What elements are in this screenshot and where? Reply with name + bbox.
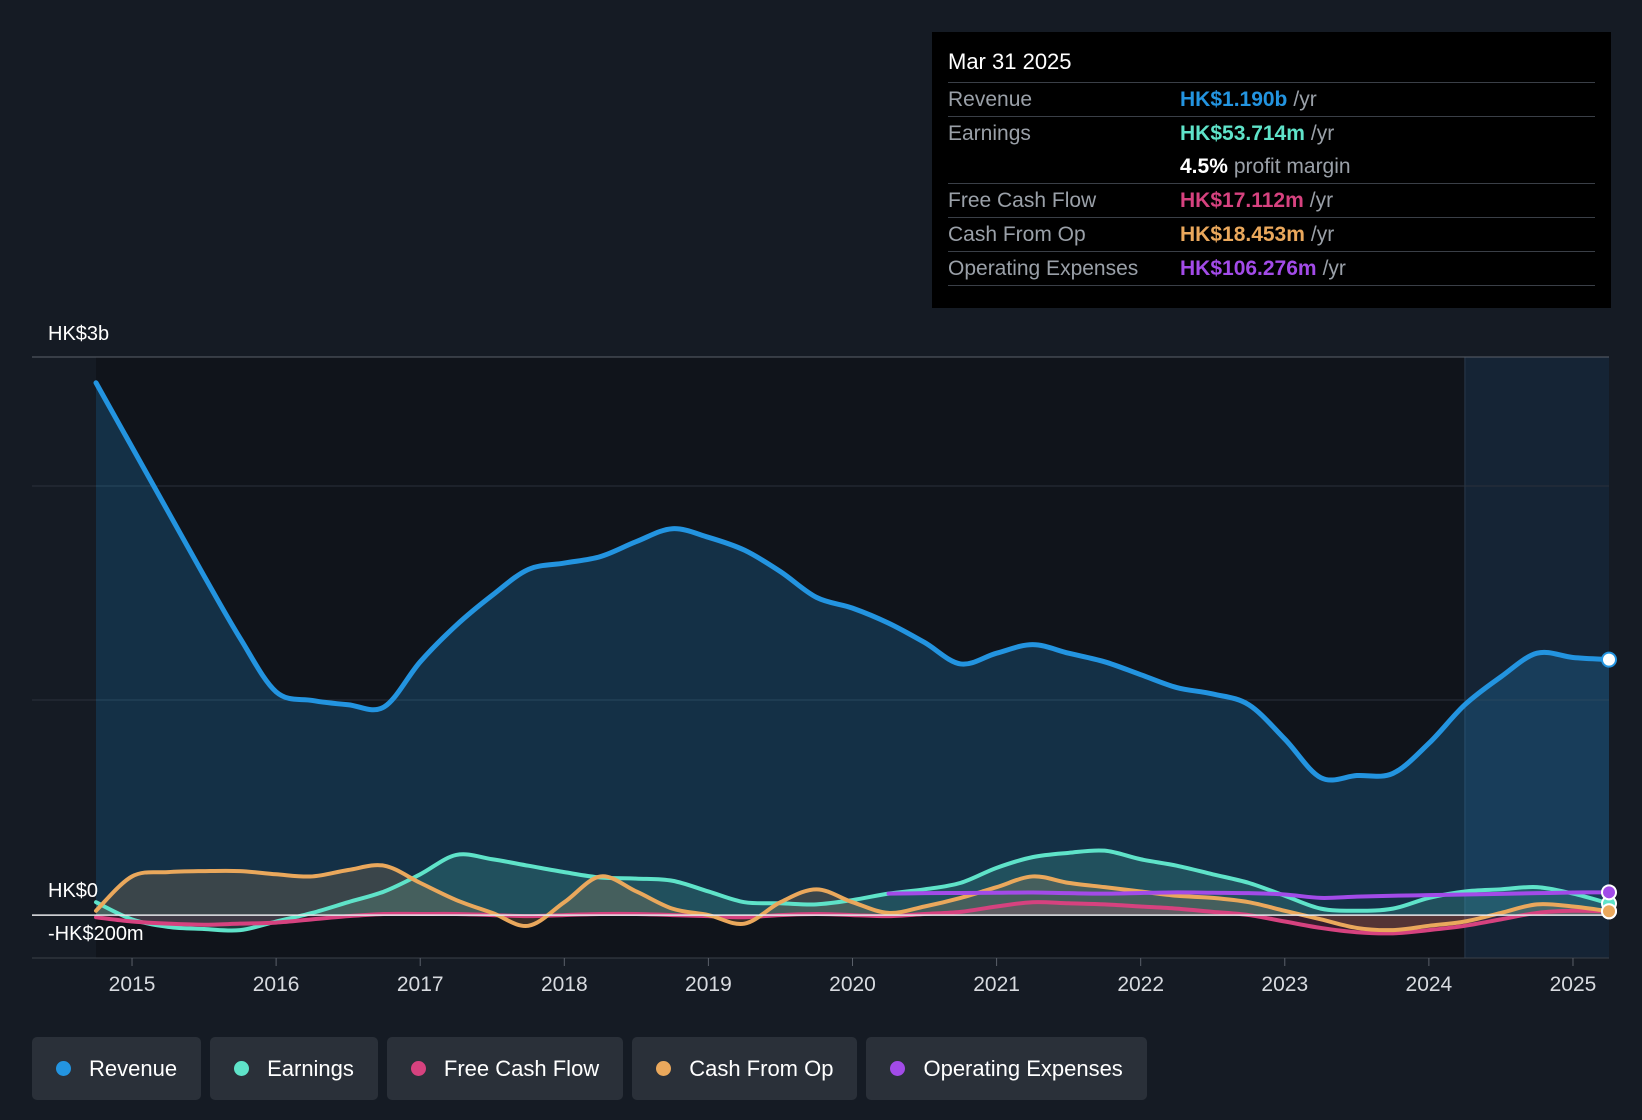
legend-item-free-cash-flow[interactable]: Free Cash Flow xyxy=(386,1037,624,1100)
legend-label: Cash From Op xyxy=(689,1055,834,1081)
tooltip-row-name: Cash From Op xyxy=(948,222,1086,246)
legend-item-operating-expenses[interactable]: Operating Expenses xyxy=(866,1037,1147,1100)
x-tick-label: 2017 xyxy=(397,973,444,996)
y-label-top: HK$3b xyxy=(48,323,109,345)
y-label-zero: HK$0 xyxy=(48,880,98,902)
x-tick-label: 2015 xyxy=(109,973,156,996)
legend-item-earnings[interactable]: Earnings xyxy=(210,1037,378,1100)
cash-from-op-endpoint xyxy=(1601,903,1617,920)
legend-label: Free Cash Flow xyxy=(443,1055,600,1081)
tooltip-row: Cash From Op HK$18.453m/yr xyxy=(948,218,1595,252)
legend-label: Operating Expenses xyxy=(923,1055,1123,1081)
tooltip-rows: Revenue HK$1.190b/yr Earnings HK$53.714m/yr… xyxy=(948,83,1595,286)
tooltip-row-value: HK$1.190b xyxy=(1180,87,1288,111)
earnings-line xyxy=(94,848,1611,933)
tooltip-row-unit: /yr xyxy=(1293,87,1317,111)
tooltip-row-name: Free Cash Flow xyxy=(948,188,1097,212)
revenue-endpoint xyxy=(1601,651,1617,668)
tooltip-row-unit: /yr xyxy=(1310,121,1335,145)
operating-expenses-endpoint xyxy=(1601,884,1617,901)
tooltip-row-unit: /yr xyxy=(1309,188,1334,212)
tooltip-row: Revenue HK$1.190b/yr xyxy=(948,83,1595,117)
tooltip-row-value: 4.5% xyxy=(1180,154,1228,178)
earnings-area xyxy=(96,850,1609,931)
tooltip-row-value: HK$17.112m xyxy=(1180,188,1304,212)
tooltip-row-name: Earnings xyxy=(948,121,1031,145)
x-tick-label: 2022 xyxy=(1117,973,1164,996)
x-tick-label: 2019 xyxy=(685,973,732,996)
tooltip-row-value: HK$53.714m xyxy=(1180,121,1305,145)
tooltip-row-unit: profit margin xyxy=(1233,154,1351,178)
x-tick-label: 2023 xyxy=(1261,973,1308,996)
legend-dot-icon xyxy=(234,1061,250,1076)
tooltip-row-unit: /yr xyxy=(1310,222,1335,246)
tooltip-row-name: Revenue xyxy=(948,87,1033,111)
x-tick-label: 2020 xyxy=(829,973,876,996)
x-tick-label: 2016 xyxy=(253,973,300,996)
revenue-area xyxy=(96,382,1609,916)
legend-dot-icon xyxy=(656,1061,672,1076)
tooltip-row-value: HK$18.453m xyxy=(1180,222,1305,246)
series-endpoints xyxy=(1601,651,1617,920)
x-tick-label: 2025 xyxy=(1550,973,1597,996)
x-axis-ticks: 2015 2016 2017 2018 2019 2020 2021 2022 2023 2024… xyxy=(109,958,1597,996)
legend-label: Earnings xyxy=(267,1055,354,1081)
legend-dot-icon xyxy=(890,1061,906,1076)
x-tick-label: 2021 xyxy=(973,973,1020,996)
tooltip: Mar 31 2025 Revenue HK$1.190b/yr Earnings H… xyxy=(932,32,1611,308)
x-tick-label: 2018 xyxy=(541,973,588,996)
plot-area xyxy=(96,357,1609,958)
tooltip-row-unit: /yr xyxy=(1322,256,1346,280)
legend-item-revenue[interactable]: Revenue xyxy=(32,1037,202,1100)
tooltip-row: 4.5% profit margin xyxy=(948,150,1595,184)
tooltip-date: Mar 31 2025 xyxy=(948,46,1595,83)
legend-label: Revenue xyxy=(89,1055,178,1081)
tooltip-row-name: Operating Expenses xyxy=(948,256,1139,280)
y-label-bottom: -HK$200m xyxy=(48,923,144,945)
revenue-line xyxy=(93,380,1612,783)
tooltip-row: Operating Expenses HK$106.276m/yr xyxy=(948,252,1595,286)
legend: Revenue Earnings Free Cash Flow Cash From O… xyxy=(32,1037,1147,1100)
tooltip-row: Free Cash Flow HK$17.112m/yr xyxy=(948,184,1595,218)
operating-expenses-line xyxy=(886,890,1611,900)
legend-dot-icon xyxy=(410,1061,426,1076)
tooltip-row-value: HK$106.276m xyxy=(1180,256,1317,280)
cash-from-op-line xyxy=(94,863,1611,933)
legend-item-cash-from-op[interactable]: Cash From Op xyxy=(632,1037,858,1100)
tooltip-row: Earnings HK$53.714m/yr xyxy=(948,117,1595,150)
x-tick-label: 2024 xyxy=(1406,973,1453,996)
legend-dot-icon xyxy=(56,1061,71,1076)
